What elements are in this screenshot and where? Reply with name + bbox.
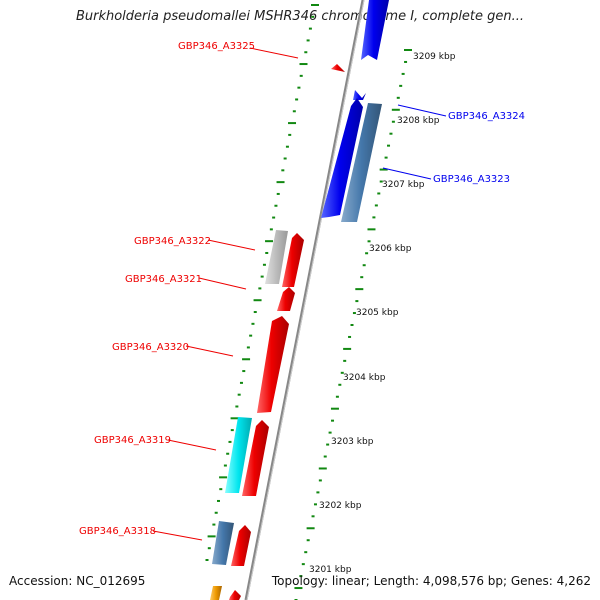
map-title: Burkholderia pseudomallei MSHR346 chromo… [75,9,525,24]
scale-labels: 3209 kbp 3208 kbp 3207 kbp 3206 kbp 3205 kbp… [309,52,456,575]
leader-line [185,345,234,357]
scale-label: 3208 kbp [397,116,440,126]
chromosome-backbone [244,0,365,600]
gene-feature[interactable] [353,90,366,100]
gene-feature[interactable] [321,98,363,218]
scale-label: 3205 kbp [356,308,399,318]
gene-label[interactable]: GBP346_A3318 [79,526,156,537]
gene-feature[interactable] [361,0,389,60]
gene-feature[interactable] [277,287,295,311]
leader-line [207,239,256,251]
leader-line [198,277,247,290]
accession-text: Accession: NC_012695 [9,574,146,588]
summary-text: Topology: linear; Length: 4,098,576 bp; … [271,574,591,588]
scale-label: 3209 kbp [413,52,456,62]
tick-marks-right [294,49,412,600]
scale-label: 3201 kbp [309,565,352,575]
scale-label: 3204 kbp [343,373,386,383]
gene-labels: GBP346_A3325 GBP346_A3324 GBP346_A3323 GBP3… [79,41,525,541]
leader-line [382,167,432,180]
gene-label[interactable]: GBP346_A3321 [125,274,202,285]
leader-line [152,530,203,541]
gene-feature[interactable] [282,233,304,287]
gene-label[interactable]: GBP346_A3320 [112,342,189,353]
gene-label[interactable]: GBP346_A3324 [448,111,525,122]
leader-line [167,439,217,451]
gene-feature[interactable] [212,521,234,565]
gene-feature[interactable] [210,586,222,600]
scale-label: 3206 kbp [369,244,412,254]
gene-label[interactable]: GBP346_A3323 [433,174,510,185]
scale-label: 3203 kbp [331,437,374,447]
gene-feature[interactable] [231,525,251,566]
leader-line [397,104,447,117]
gene-feature[interactable] [229,590,241,600]
leader-line [249,47,299,59]
tick-marks-left [205,4,319,561]
gene-feature[interactable] [265,230,288,284]
gene-label[interactable]: GBP346_A3319 [94,435,171,446]
gene-feature[interactable] [341,103,382,222]
scale-label: 3207 kbp [382,180,425,190]
gene-label[interactable]: GBP346_A3322 [134,236,211,247]
gene-feature[interactable] [242,420,269,496]
gene-label[interactable]: GBP346_A3325 [178,41,255,52]
gene-feature[interactable] [225,417,252,493]
gene-feature[interactable] [257,316,289,413]
gene-feature[interactable] [331,64,345,72]
scale-label: 3202 kbp [319,501,362,511]
